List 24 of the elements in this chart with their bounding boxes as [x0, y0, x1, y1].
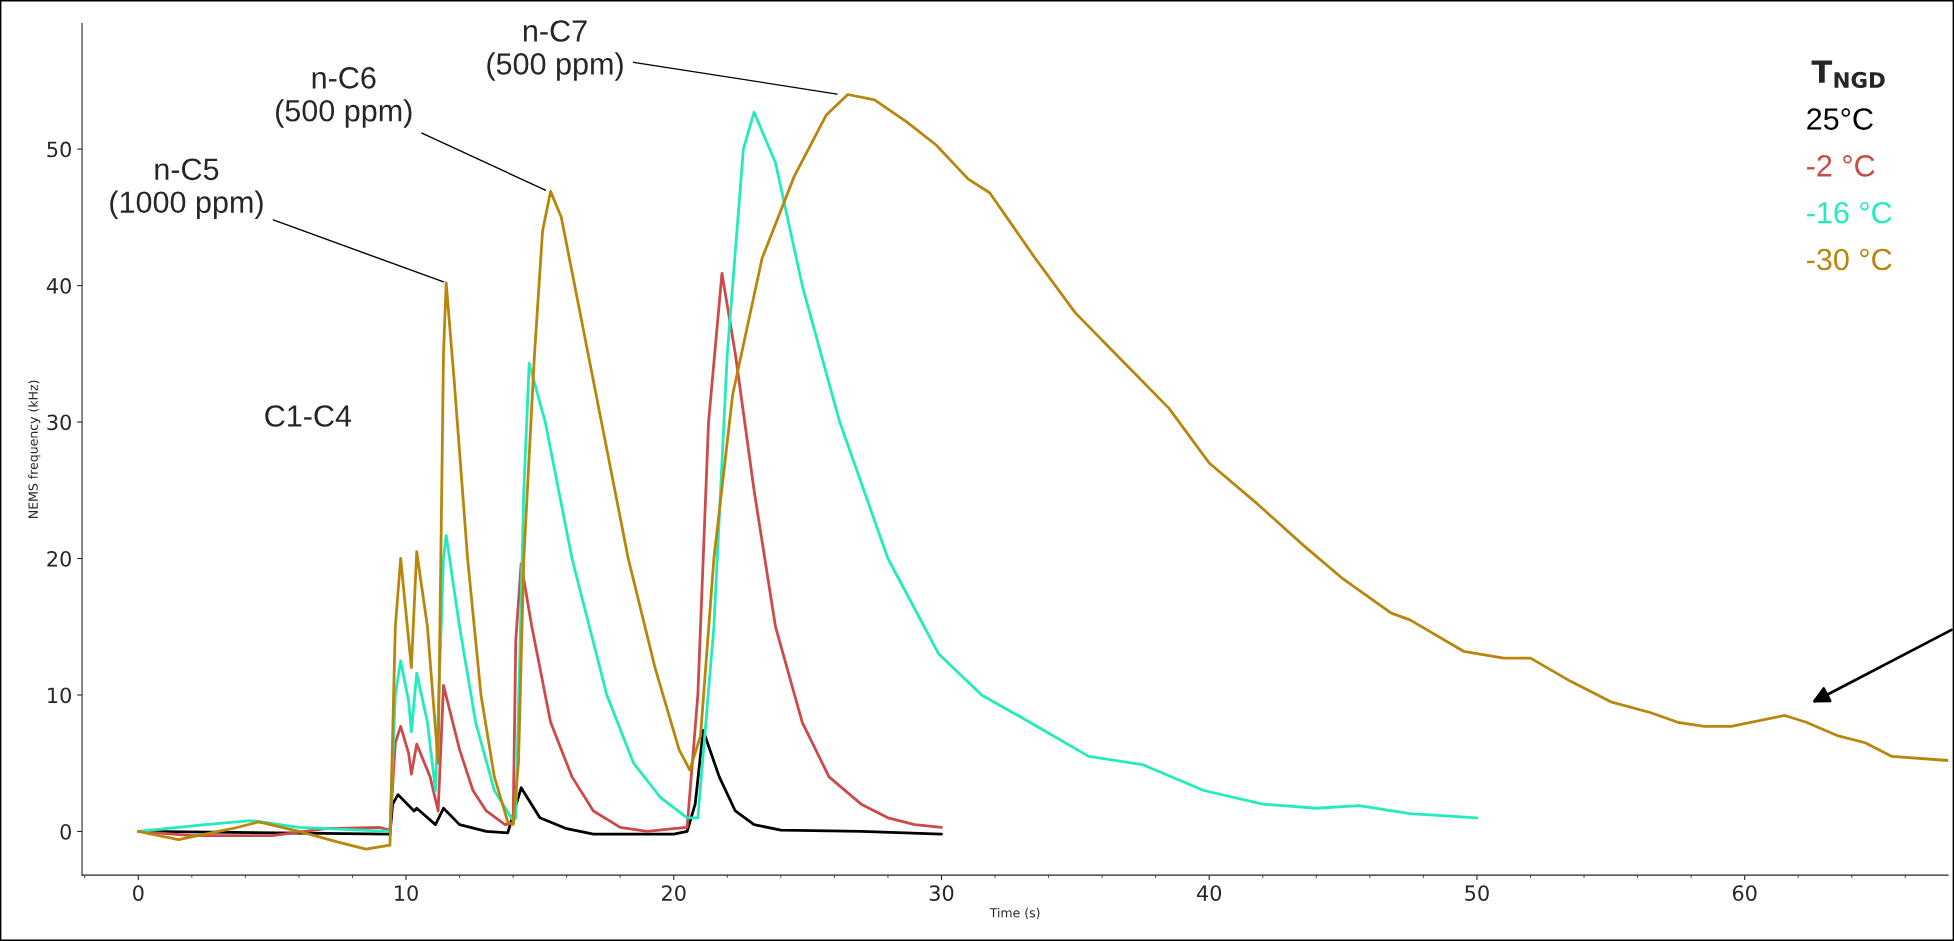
annotation: n-C7 (500 ppm) — [487, 20, 623, 81]
y-tick-label: 0 — [60, 823, 71, 840]
annotation: n-C5 (1000 ppm) — [110, 158, 263, 220]
y-tick-label: 50 — [47, 141, 71, 158]
x-tick-label: 20 — [662, 885, 686, 901]
y-tick-label: 10 — [48, 687, 71, 704]
annotation: n-C6 (500 ppm) — [276, 67, 412, 128]
x-tick-label: 50 — [1465, 885, 1489, 901]
annotation: C1-C4 — [265, 405, 352, 427]
y-axis-title: NEMS frequency (kHz) — [28, 380, 41, 518]
y-tick-label: 30 — [47, 414, 71, 431]
x-tick-label: 30 — [929, 885, 954, 901]
text: -16 °C — [1807, 201, 1892, 224]
x-tick-label: 10 — [395, 885, 418, 901]
text: 25°C — [1807, 108, 1873, 130]
legend-title: T$_{NGD}$ — [1811, 60, 1885, 89]
text: -30 °C — [1807, 248, 1892, 271]
x-tick-label: 0 — [133, 885, 144, 901]
text: -2 °C — [1807, 155, 1875, 177]
y-tick-label: 20 — [47, 550, 71, 567]
x-tick-label: 40 — [1196, 885, 1222, 901]
x-axis-title: Time (s) — [989, 907, 1040, 919]
y-tick-label: 40 — [46, 278, 71, 294]
x-tick-label: 60 — [1732, 885, 1757, 901]
